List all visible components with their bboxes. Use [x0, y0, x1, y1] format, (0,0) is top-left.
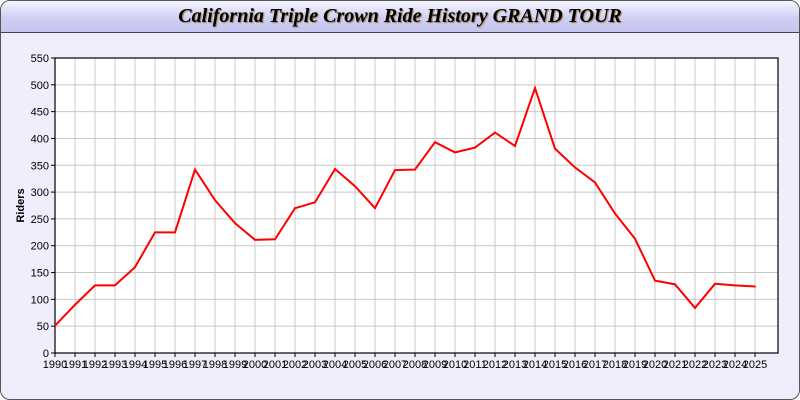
x-tick-label: 1996 [163, 359, 187, 371]
plot-area [55, 58, 778, 353]
data-point [714, 282, 716, 285]
data-point [94, 284, 96, 287]
data-point [674, 283, 676, 286]
data-point [434, 141, 436, 144]
x-tick-label: 1997 [183, 359, 207, 371]
data-point [594, 181, 596, 184]
x-tick-label: 1992 [83, 359, 107, 371]
y-tick-label: 100 [31, 294, 49, 306]
y-tick-label: 450 [31, 107, 49, 119]
data-point [294, 207, 296, 210]
data-point [234, 222, 236, 225]
data-point [634, 237, 636, 240]
plot-border [54, 57, 779, 354]
data-point [354, 185, 356, 188]
data-point [554, 147, 556, 150]
x-tick-label: 2023 [703, 359, 727, 371]
x-tick-label: 1990 [43, 359, 67, 371]
data-point [534, 87, 536, 90]
data-point [414, 168, 416, 171]
data-point [274, 238, 276, 241]
data-point [194, 168, 196, 171]
data-point [114, 284, 116, 287]
data-point [694, 306, 696, 309]
data-point [454, 151, 456, 154]
x-tick-label: 2003 [303, 359, 327, 371]
x-tick-label: 2000 [243, 359, 267, 371]
y-tick-label: 0 [43, 348, 49, 360]
x-tick-label: 2005 [343, 359, 367, 371]
x-tick-label: 2009 [423, 359, 447, 371]
y-tick-label: 300 [31, 187, 49, 199]
x-tick-label: 2014 [523, 359, 547, 371]
x-tick-label: 2018 [603, 359, 627, 371]
y-tick-label: 350 [31, 160, 49, 172]
data-point [514, 144, 516, 147]
x-tick-label: 1998 [203, 359, 227, 371]
x-tick-label: 2017 [583, 359, 607, 371]
data-point [54, 324, 56, 327]
x-tick-label: 2019 [623, 359, 647, 371]
data-point [314, 201, 316, 204]
series-line [54, 84, 756, 327]
x-tick-label: 1993 [103, 359, 127, 371]
title-bar: California Triple Crown Ride History GRA… [1, 1, 799, 33]
x-tick-label: 2015 [543, 359, 567, 371]
x-tick-label: 2008 [403, 359, 427, 371]
x-tick-label: 2001 [263, 359, 287, 371]
x-tick-label: 2012 [483, 359, 507, 371]
x-tick-label: 1999 [223, 359, 247, 371]
x-tick-label: 2007 [383, 359, 407, 371]
y-tick-label: 150 [31, 268, 49, 280]
x-tick-label: 2025 [743, 359, 767, 371]
data-point [334, 168, 336, 171]
data-point [394, 169, 396, 172]
data-point [374, 207, 376, 210]
x-tick-label: 2016 [563, 359, 587, 371]
data-point [754, 285, 756, 288]
chart-title: California Triple Crown Ride History GRA… [178, 5, 622, 27]
x-tick-label: 2024 [723, 359, 747, 371]
data-point [154, 231, 156, 234]
data-point [174, 231, 176, 234]
data-point [254, 238, 256, 241]
x-tick-label: 2021 [663, 359, 687, 371]
y-tick-label: 250 [31, 214, 49, 226]
x-tick-label: 2004 [323, 359, 347, 371]
x-tick-label: 2020 [643, 359, 667, 371]
y-tick-label: 50 [37, 321, 49, 333]
x-tick-label: 1995 [143, 359, 167, 371]
x-tick-label: 2013 [503, 359, 527, 371]
x-tick-label: 2010 [443, 359, 467, 371]
data-point [734, 284, 736, 287]
x-tick-label: 2022 [683, 359, 707, 371]
x-tick-label: 2006 [363, 359, 387, 371]
data-point [74, 303, 76, 306]
x-tick-label: 1991 [63, 359, 87, 371]
y-axis-label: Riders [15, 188, 27, 222]
data-point [574, 166, 576, 169]
data-point [494, 131, 496, 134]
x-tick-label: 1994 [123, 359, 147, 371]
x-tick-label: 2002 [283, 359, 307, 371]
x-tick-label: 2011 [463, 359, 487, 371]
data-point [654, 279, 656, 282]
data-point [214, 199, 216, 202]
y-tick-label: 400 [31, 133, 49, 145]
y-tick-label: 200 [31, 241, 49, 253]
y-tick-label: 550 [31, 53, 49, 65]
y-tick-label: 500 [31, 80, 49, 92]
data-point [614, 212, 616, 215]
data-point [134, 266, 136, 269]
data-point [474, 146, 476, 149]
